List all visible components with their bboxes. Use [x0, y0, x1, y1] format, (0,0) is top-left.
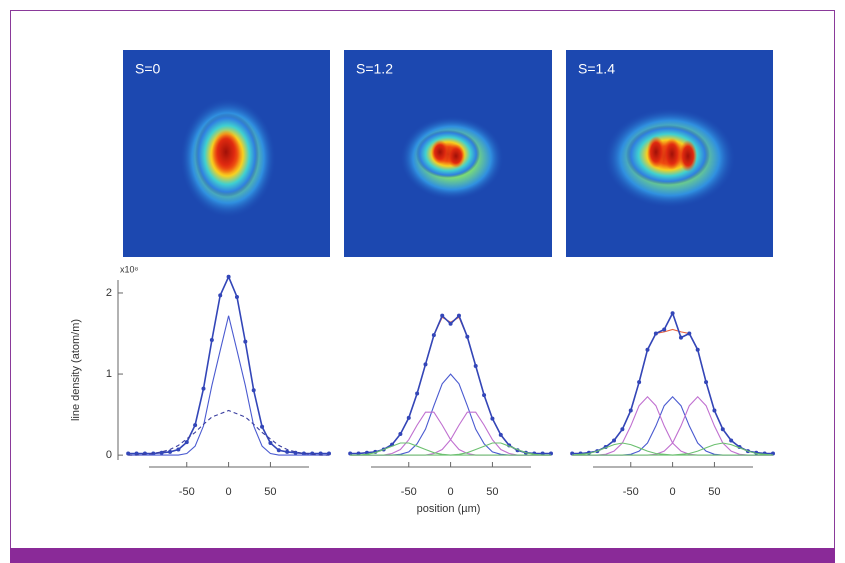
data-point	[415, 391, 420, 396]
data-point	[176, 447, 181, 452]
fit-curve	[572, 442, 774, 456]
y-scale-label: x10⁸	[120, 264, 139, 274]
x-tick-label: 0	[226, 486, 232, 498]
data-point	[687, 331, 692, 336]
image-panel: S=0	[123, 50, 330, 257]
footer-bar	[10, 548, 835, 563]
data-point	[348, 451, 353, 456]
fit-curve	[128, 315, 329, 456]
data-point	[720, 427, 725, 432]
data-point	[490, 416, 495, 421]
data-point	[268, 440, 273, 445]
data-point	[398, 432, 403, 437]
data-point	[159, 450, 164, 455]
data-point	[637, 380, 642, 385]
data-point	[260, 424, 265, 429]
data-point	[209, 338, 214, 342]
x-tick-label: -50	[401, 486, 417, 498]
data-point	[126, 451, 131, 456]
data-point	[670, 311, 675, 316]
data-point	[168, 449, 173, 454]
y-axis-label: line density (atom/m)	[70, 319, 82, 421]
fit-curve	[350, 442, 551, 456]
x-axis-label: position (µm)	[417, 503, 481, 515]
data-point	[498, 432, 503, 437]
data-point	[482, 393, 487, 398]
data-point	[704, 380, 709, 385]
data-point	[448, 321, 453, 326]
x-tick-label: 0	[670, 486, 676, 498]
image-panel: S=1.2	[344, 50, 552, 257]
data-point	[201, 386, 206, 391]
x-tick-label: 50	[264, 486, 276, 498]
data-point	[662, 327, 667, 332]
data-point	[327, 451, 331, 456]
data-point	[285, 449, 290, 454]
data-point	[184, 440, 189, 445]
data-point	[251, 388, 256, 393]
panel-label: S=1.2	[356, 61, 393, 77]
data-point	[473, 363, 478, 368]
data-point	[645, 347, 650, 352]
data-point	[151, 451, 156, 456]
data-point	[678, 335, 683, 340]
fit-curve	[128, 409, 329, 456]
data-point	[193, 423, 198, 428]
x-tick-label: -50	[179, 486, 195, 498]
data-point	[620, 427, 625, 432]
data-point	[431, 333, 436, 338]
data-point	[729, 438, 734, 443]
data-point	[695, 347, 700, 352]
data-point	[612, 438, 617, 443]
panel-label: S=0	[135, 61, 161, 77]
x-tick-label: 50	[486, 486, 498, 498]
data-point	[243, 339, 248, 344]
x-tick-label: -50	[623, 486, 639, 498]
y-tick-label: 2	[106, 287, 112, 299]
image-panel: S=1.4	[566, 50, 773, 257]
data-point	[423, 362, 428, 367]
data-point	[549, 451, 553, 456]
data-point	[628, 408, 633, 413]
x-tick-label: 50	[708, 486, 720, 498]
data-point	[226, 274, 231, 279]
y-tick-label: 0	[106, 449, 112, 461]
data-point	[218, 293, 223, 298]
data-point	[712, 408, 717, 413]
data-point	[276, 448, 281, 453]
data-point	[456, 313, 461, 318]
y-tick-label: 1	[106, 368, 112, 380]
data-point	[653, 331, 658, 336]
data-point	[234, 295, 239, 300]
data-point	[301, 451, 306, 456]
data-point	[465, 334, 470, 339]
panel-label: S=1.4	[578, 61, 615, 77]
data-point	[406, 415, 411, 420]
x-tick-label: 0	[448, 486, 454, 498]
data-point	[440, 313, 445, 318]
